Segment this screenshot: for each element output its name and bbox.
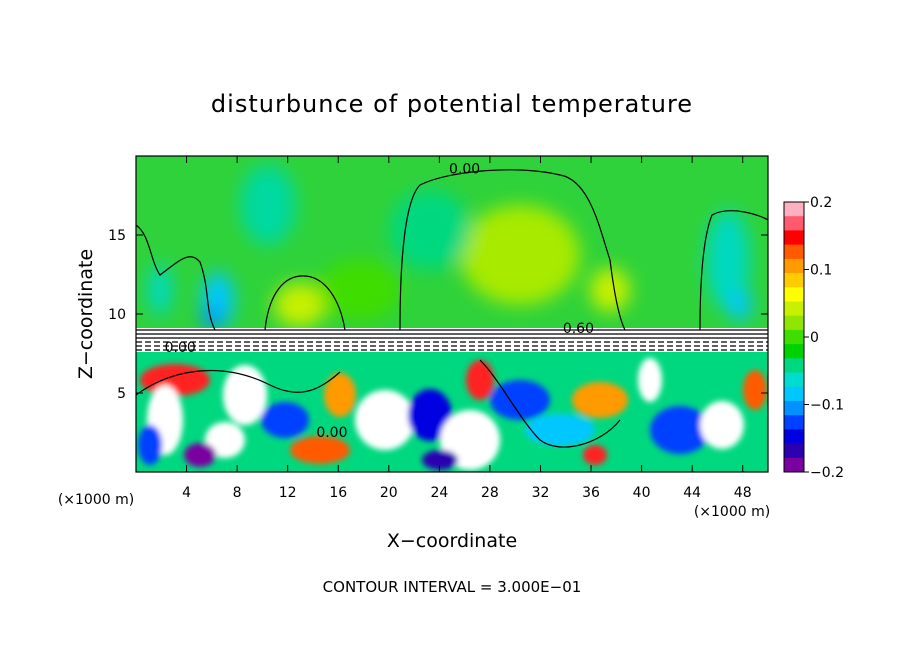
patch (274, 283, 326, 327)
patch (743, 370, 767, 410)
colorbar-swatch (784, 216, 804, 231)
colorbar-swatch (784, 457, 804, 473)
colorbar-swatch (784, 230, 804, 246)
contour-label: 0.60 (563, 321, 594, 337)
patch (728, 289, 752, 321)
colorbar-tick-label: 0.2 (810, 195, 832, 211)
field-upper-patches (148, 165, 752, 330)
contour-line (699, 210, 768, 331)
patch (638, 358, 662, 402)
colorbar-tick-label: 0 (810, 330, 819, 346)
x-tick-label: 48 (734, 485, 752, 501)
colorbar-tick-label: −0.1 (810, 398, 844, 414)
x-axis-label: X−coordinate (387, 530, 517, 552)
colorbar-swatch (784, 315, 804, 331)
patch (290, 436, 350, 464)
patch (223, 365, 267, 425)
patch (422, 450, 458, 470)
stable-band (136, 328, 768, 352)
patch (138, 425, 162, 465)
x-unit-left: (×1000 m) (58, 492, 134, 508)
x-tick-label: 24 (430, 485, 448, 501)
contour-line (479, 359, 621, 448)
y-tick-label: 10 (108, 307, 126, 323)
colorbar: 0.2 0.1 0 −0.1 −0.2 (783, 195, 844, 481)
colorbar-swatch (784, 429, 804, 445)
patch (706, 210, 750, 310)
patch (590, 268, 630, 312)
patch (202, 306, 222, 330)
colorbar-swatch (784, 372, 804, 388)
patch (355, 390, 415, 450)
patch (700, 401, 744, 449)
patch (466, 360, 494, 400)
colorbar-swatch (784, 358, 804, 374)
plot-area: 0.00 0.00 0.00 0.60 (136, 156, 768, 472)
contour-label: 0.00 (316, 425, 347, 441)
colorbar-swatch (784, 273, 804, 288)
colorbar-swatch (784, 301, 804, 317)
patch (572, 382, 628, 418)
patch (184, 443, 216, 467)
colorbar-swatch (784, 400, 804, 416)
x-tick-label: 20 (380, 485, 398, 501)
patch (460, 205, 580, 305)
contour-lines (136, 169, 768, 448)
patch (490, 380, 550, 420)
y-tick-label: 5 (117, 386, 126, 402)
x-tick-label: 40 (633, 485, 651, 501)
field-lower-layer (136, 328, 768, 472)
colorbar-swatch (784, 386, 804, 402)
colorbar-swatch (784, 415, 804, 430)
patch (148, 264, 172, 316)
y-axis: 5 10 15 (108, 228, 768, 402)
contour-line (136, 369, 341, 396)
x-tick-label: 4 (182, 485, 191, 501)
colorbar-swatch (784, 443, 804, 459)
x-tick-label: 28 (481, 485, 499, 501)
colorbar-swatch (784, 287, 804, 302)
colorbar-swatch (784, 329, 804, 345)
x-axis: 4 8 12 16 20 24 28 32 36 40 44 48 (182, 156, 752, 501)
patch (320, 260, 400, 320)
colorbar-tick-label: 0.1 (810, 263, 832, 279)
patch (324, 373, 356, 417)
patch (390, 190, 470, 270)
patch (408, 389, 452, 441)
y-axis-label: Z−coordinate (75, 249, 97, 379)
patch (583, 445, 607, 465)
colorbar-swatch (784, 244, 804, 260)
contour-line (399, 169, 626, 331)
patch (205, 422, 245, 458)
colorbar-swatch (784, 258, 804, 274)
contour-line (264, 275, 346, 331)
x-tick-label: 12 (279, 485, 297, 501)
x-tick-label: 8 (233, 485, 242, 501)
x-tick-label: 36 (582, 485, 600, 501)
colorbar-tick-label: −0.2 (810, 465, 844, 481)
colorbar-swatch (784, 344, 804, 359)
patch (650, 406, 710, 454)
chart-title: disturbunce of potential temperature (211, 90, 693, 118)
x-tick-label: 44 (683, 485, 701, 501)
contour-line (136, 224, 216, 331)
x-unit-right: (×1000 m) (694, 504, 770, 520)
contour-interval-note: CONTOUR INTERVAL = 3.000E−01 (323, 578, 582, 596)
y-tick-label: 15 (108, 228, 126, 244)
patch (261, 402, 309, 438)
patch (240, 165, 296, 245)
x-tick-label: 16 (329, 485, 347, 501)
contour-label: 0.00 (165, 340, 196, 356)
colorbar-swatch (784, 202, 804, 217)
contour-labels: 0.00 0.00 0.00 0.60 (165, 161, 594, 441)
patch (525, 414, 595, 446)
x-tick-label: 32 (532, 485, 550, 501)
contour-label: 0.00 (449, 161, 480, 177)
